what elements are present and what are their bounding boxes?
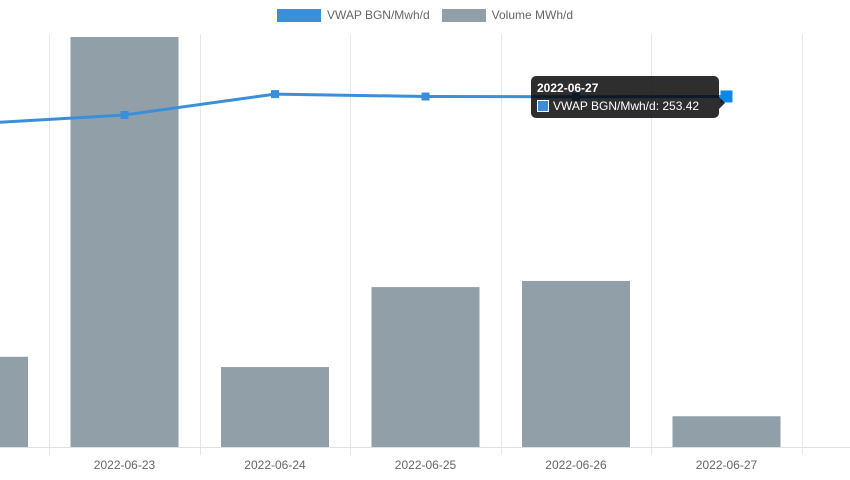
chart-tooltip: 2022-06-27 VWAP BGN/Mwh/d: 253.42: [531, 76, 725, 118]
volume-bar: [522, 280, 630, 447]
legend-item-volume[interactable]: Volume MWh/d: [441, 8, 574, 22]
x-tick-label: 2022-06-26: [545, 458, 607, 472]
legend-label-volume: Volume MWh/d: [491, 8, 574, 22]
tooltip-label: VWAP BGN/Mwh/d: 253.42: [553, 99, 700, 113]
vwap-point: [120, 111, 129, 119]
legend-swatch-volume: [441, 8, 486, 22]
volume-bars: [0, 37, 781, 447]
tooltip-row: VWAP BGN/Mwh/d: 253.42: [537, 99, 713, 113]
legend-item-vwap[interactable]: VWAP BGN/Mwh/d: [276, 8, 430, 22]
tooltip-swatch: [537, 100, 549, 112]
x-tick-label: 2022-06-23: [94, 458, 156, 472]
chart-legend: VWAP BGN/Mwh/d Volume MWh/d: [0, 8, 850, 22]
tooltip-caret: [719, 97, 725, 109]
x-tick-label: 2022-06-24: [244, 458, 306, 472]
vwap-point: [271, 90, 279, 99]
volume-bar: [221, 367, 329, 447]
legend-swatch-vwap: [276, 8, 321, 22]
volume-bar: [672, 416, 781, 447]
volume-bar: [371, 287, 480, 447]
legend-label-vwap: VWAP BGN/Mwh/d: [326, 8, 430, 22]
volume-bar: [0, 356, 28, 447]
x-tick-label: 2022-06-25: [395, 458, 457, 472]
volume-bar: [70, 37, 179, 447]
x-axis-ticks: 22022-06-232022-06-242022-06-252022-06-2…: [94, 458, 758, 472]
tooltip-title: 2022-06-27: [537, 81, 599, 95]
x-tick-label: 2022-06-27: [696, 458, 758, 472]
vwap-point: [421, 92, 430, 101]
